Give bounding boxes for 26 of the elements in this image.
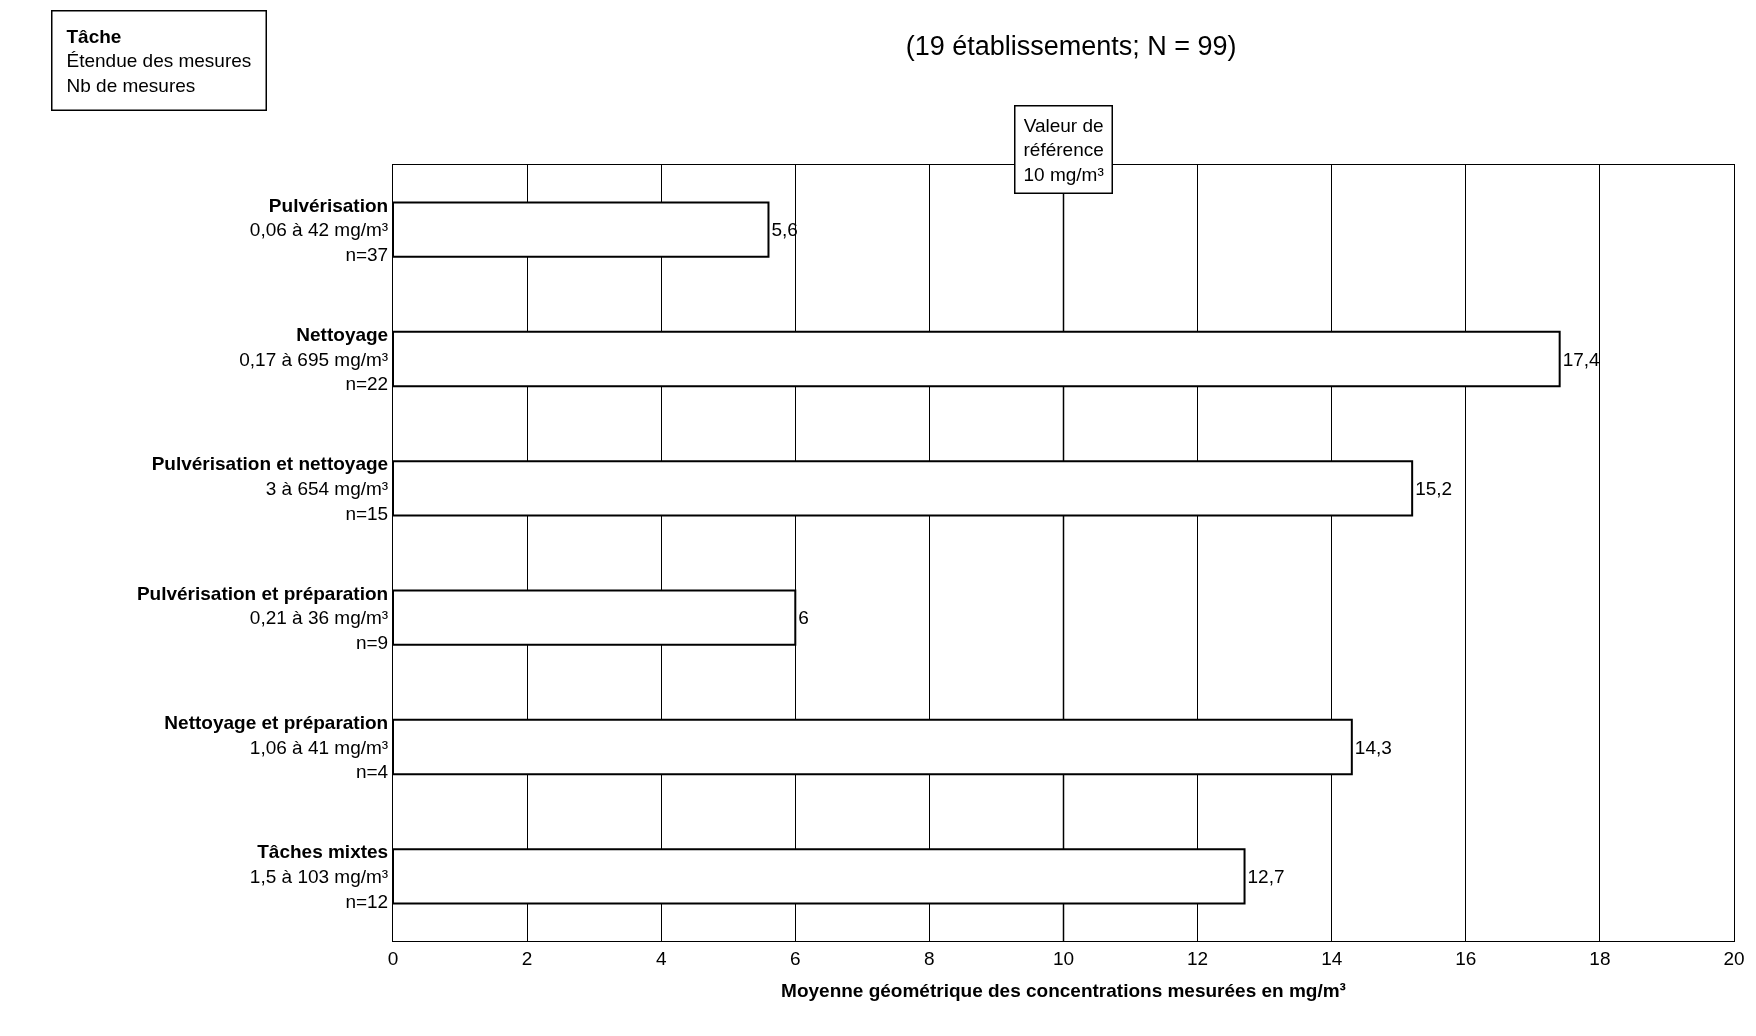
data-label: 12,7	[1247, 865, 1285, 887]
x-tick-label: 20	[1723, 947, 1745, 969]
y-tick-label: Tâches mixtes 1,5 à 103 mg/m³ n=12	[249, 841, 389, 912]
x-axis-title: Moyenne géométrique des concentrations mesurées en mg/m³	[781, 979, 1346, 1001]
x-tick-label: 14	[1321, 947, 1343, 969]
x-tick-label: 10	[1052, 947, 1075, 969]
x-tick-label: 0	[387, 947, 399, 969]
x-tick-label: 8	[924, 947, 935, 969]
y-tick-label: Nettoyage 0,17 à 695 mg/m³ n=22	[239, 323, 389, 395]
y-tick-label: Pulvérisation et nettoyage 3 à 654 mg/m³ n=15	[151, 453, 389, 524]
x-tick-label: 2	[521, 947, 533, 969]
y-tick-label: Nettoyage et préparation 1,06 à 41 mg/m³ n=4	[164, 711, 389, 783]
data-label: 6	[798, 607, 809, 629]
text: Tâche Étendue des mesures Nb de mesures	[66, 25, 252, 96]
x-tick-label: 6	[790, 947, 801, 969]
data-label: 14,3	[1354, 736, 1392, 758]
y-tick-label: Pulvérisation 0,06 à 42 mg/m³ n=37	[249, 194, 389, 266]
x-tick-label: 16	[1455, 947, 1477, 969]
data-label: 15,2	[1415, 477, 1453, 499]
y-tick-label: Pulvérisation et préparation 0,21 à 36 mg/m³ n=9	[136, 582, 389, 654]
ref-line-label: Valeur de référence 10 mg/m³	[1023, 114, 1104, 185]
x-tick-label: 18	[1589, 947, 1611, 969]
x-tick-label: 4	[655, 947, 667, 969]
data-label: 17,4	[1562, 348, 1601, 370]
chart-title: (19 établissements; N = 99)	[905, 31, 1237, 62]
x-tick-label: 12	[1187, 947, 1209, 969]
